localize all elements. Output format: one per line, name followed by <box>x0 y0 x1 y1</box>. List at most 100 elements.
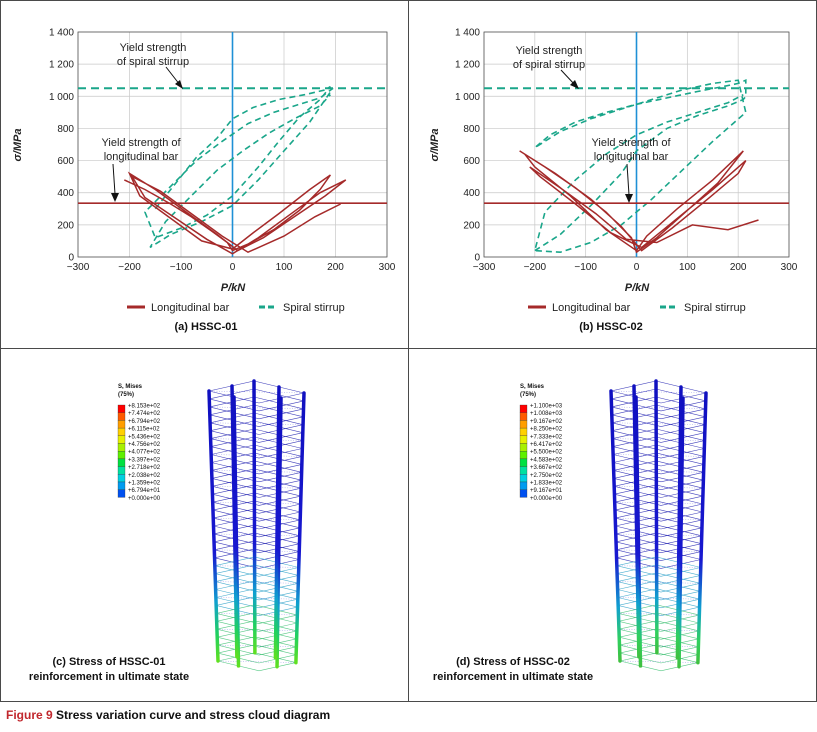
stirrup-ring <box>611 404 706 427</box>
y-tick-label: 600 <box>463 156 480 167</box>
annot-long-line1: Yield strength of <box>101 137 181 149</box>
cross-tie <box>615 517 703 521</box>
contour-value: +7.333e+02 <box>530 434 563 440</box>
contour-swatch <box>519 451 528 460</box>
contour-swatch <box>519 466 528 475</box>
contour-value: +0.000e+00 <box>530 496 563 502</box>
cross-tie <box>619 644 699 647</box>
contour-value: +7.474e+02 <box>128 411 161 417</box>
x-axis-label: P/kN <box>221 282 247 294</box>
cross-tie <box>613 454 705 457</box>
contour-value: +3.667e+02 <box>530 465 563 471</box>
stirrup-ring <box>213 532 300 554</box>
longitudinal-bar <box>609 389 622 663</box>
stirrup-ring <box>211 460 302 483</box>
cross-tie <box>213 533 300 536</box>
contour-swatch <box>117 443 126 452</box>
contour-value: +6.794e+02 <box>128 419 161 425</box>
figure-title: Stress variation curve and stress cloud … <box>56 708 331 722</box>
x-tick-label: 300 <box>781 262 798 273</box>
longitudinal-bar <box>677 396 685 669</box>
x-tick-label: 200 <box>327 262 344 273</box>
legend-a: Longitudinal bar Spiral stirrup <box>127 302 345 314</box>
stirrup-ring <box>619 636 699 656</box>
contour-swatch <box>519 443 528 452</box>
cross-tie <box>212 486 302 489</box>
cross-tie <box>610 390 707 394</box>
annot-spiral-line2: of spiral stirrup <box>117 56 189 68</box>
caption-line1: (d) Stress of HSSC-02 <box>456 656 570 668</box>
cross-tie <box>211 470 302 473</box>
contour-swatch <box>117 412 126 421</box>
stirrup-ring <box>619 628 699 648</box>
panel-b: −300 −200 −100 0 100 200 300 0 200 400 600 800 1 000… <box>408 0 817 349</box>
y-tick-label: 0 <box>474 253 480 264</box>
cross-tie <box>216 613 298 616</box>
annot-long-arrow <box>625 163 633 203</box>
contour-value: +8.153e+02 <box>128 404 161 410</box>
stress-cloud-d: S, Mises (75%) +1.100e+03+1.008e+03 +9.16… <box>433 379 708 683</box>
cross-tie <box>614 501 703 505</box>
contour-value: +1.833e+02 <box>530 481 563 487</box>
legend-longitudinal: Longitudinal bar <box>151 302 230 314</box>
stirrup-ring <box>614 476 704 498</box>
x-tick-label: −300 <box>473 262 496 273</box>
legend-spiral: Spiral stirrup <box>684 302 746 314</box>
contour-legend: S, Mises (75%) +8.153e+02+7.474e+02 +6.79… <box>117 384 161 502</box>
x-tick-label: 0 <box>634 262 640 273</box>
contour-value: +0.000e+00 <box>128 496 161 502</box>
y-tick-label: 1 200 <box>49 60 74 71</box>
panel-d: S, Mises (75%) +1.100e+03 +1.008e+03 +9.16… <box>408 348 817 702</box>
cross-tie <box>619 660 698 663</box>
series-spiral-stirrup <box>143 85 334 249</box>
y-tick-label: 800 <box>57 124 74 135</box>
stirrup-ring <box>217 644 297 664</box>
stirrup-ring <box>618 612 700 632</box>
series-spiral-stirrup <box>533 78 747 254</box>
x-tick-label: −100 <box>170 262 193 273</box>
x-tick-label: 100 <box>679 262 696 273</box>
contour-swatch <box>117 404 126 413</box>
longitudinal-bar <box>696 391 708 665</box>
contour-swatch <box>117 458 126 467</box>
legend-longitudinal: Longitudinal bar <box>552 302 631 314</box>
stirrup-ring <box>209 388 304 412</box>
contour-value: +6.417e+02 <box>530 442 563 448</box>
contour-value: +6.115e+02 <box>128 427 160 433</box>
contour-value: +8.250e+02 <box>530 427 563 433</box>
longitudinal-bar <box>275 396 283 669</box>
stirrup-ring <box>212 492 301 514</box>
cross-tie <box>212 501 301 505</box>
stirrup-ring <box>619 652 698 672</box>
contour-swatch <box>117 435 126 444</box>
longitudinal-bar <box>632 384 641 659</box>
longitudinal-bar <box>230 384 239 659</box>
y-tick-label: 800 <box>463 124 480 135</box>
stirrup-ring <box>217 628 297 648</box>
contour-swatch <box>519 412 528 421</box>
annot-long-arrow <box>111 163 119 202</box>
contour-value: +5.436e+02 <box>128 434 161 440</box>
contour-swatch <box>117 489 126 498</box>
annot-long-line2: longitudinal bar <box>594 151 669 163</box>
cross-tie <box>213 517 301 521</box>
stirrup-ring <box>613 460 704 483</box>
contour-value: +1.359e+02 <box>128 481 161 487</box>
annot-spiral-line2: of spiral stirrup <box>513 59 585 71</box>
contour-swatch <box>117 427 126 436</box>
longitudinal-bar <box>273 385 281 660</box>
stirrup-ring <box>216 612 298 632</box>
stirrup-ring <box>212 476 302 498</box>
x-tick-label: 300 <box>379 262 396 273</box>
stirrup-ring <box>611 388 706 412</box>
stirrup-ring <box>614 492 703 514</box>
longitudinal-bar <box>252 379 257 655</box>
panel-a: −300 −200 −100 0 100 200 300 0 200 400 600 800 1 000… <box>0 0 409 349</box>
figure-caption: Figure 9 Stress variation curve and stre… <box>6 708 330 722</box>
panel-c: S, Mises (75%) +8.153e+02 +7.474e+02 +6.79… <box>0 348 409 702</box>
x-tick-label: 100 <box>276 262 293 273</box>
contour-swatch <box>519 435 528 444</box>
x-tick-label: 200 <box>730 262 747 273</box>
